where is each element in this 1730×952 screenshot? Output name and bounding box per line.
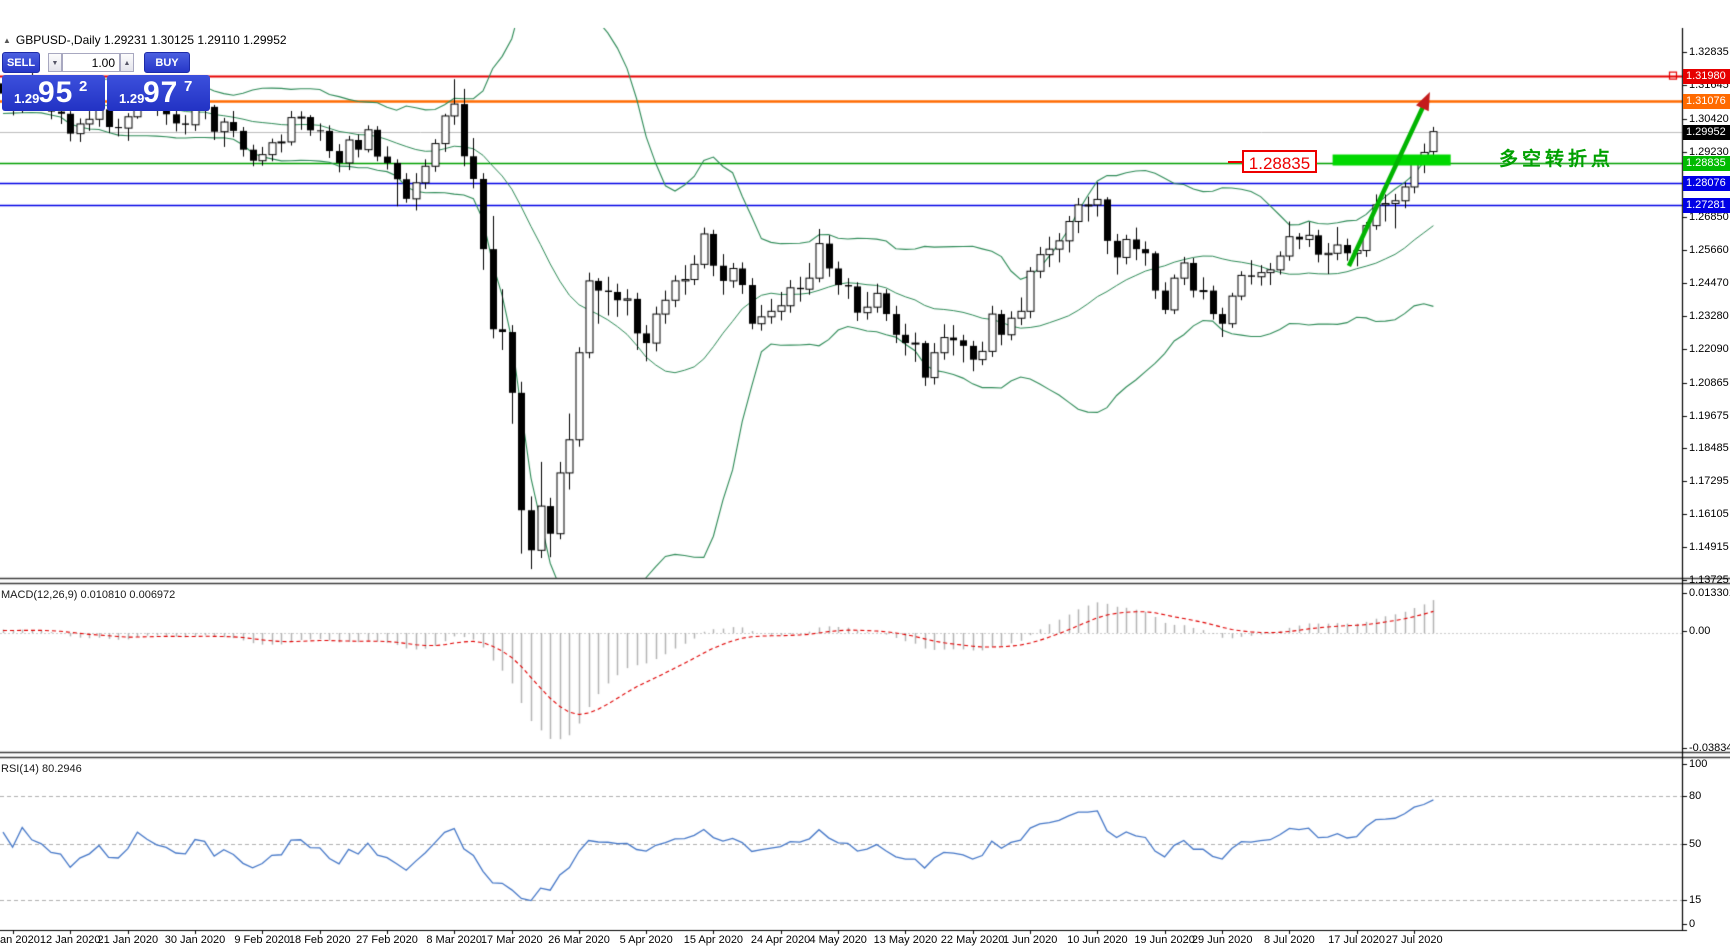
macd-axis-tick: -0.038343	[1689, 742, 1730, 755]
buy-price-big: 97	[143, 76, 179, 109]
price-axis-tick: 1.16105	[1689, 508, 1729, 521]
date-axis-label: 17 Mar 2020	[480, 934, 543, 946]
price-axis-tick: 1.22090	[1689, 342, 1729, 355]
support-price-label[interactable]: 1.28835	[1242, 150, 1317, 173]
date-axis-label: 9 Feb 2020	[234, 934, 291, 946]
date-axis-label: 10 Jun 2020	[1067, 934, 1128, 946]
date-axis-label: 26 Mar 2020	[548, 934, 610, 946]
date-axis-label: 15 Apr 2020	[683, 934, 744, 946]
date-axis-label: 21 Jan 2020	[97, 934, 159, 946]
volume-input[interactable]: 1.00	[62, 53, 120, 72]
price-axis-tick: 1.32835	[1689, 46, 1729, 58]
price-axis-tick: 1.30420	[1689, 112, 1729, 125]
buy-price-sup: 7	[184, 78, 193, 95]
price-axis-tick: 1.13725	[1689, 574, 1729, 586]
price-axis-badge: 1.29952	[1683, 124, 1730, 140]
price-axis-badge: 1.31980	[1683, 68, 1730, 84]
macd-axis-tick: 0.00	[1689, 625, 1711, 637]
date-axis-label: 22 May 2020	[940, 934, 1005, 946]
sell-button[interactable]: SELL	[2, 52, 40, 73]
rsi-indicator-label: RSI(14) 80.2946	[1, 763, 82, 775]
date-axis-label: 19 Jun 2020	[1134, 934, 1195, 946]
price-axis-badge: 1.28076	[1683, 176, 1730, 192]
price-axis-tick: 1.25660	[1689, 244, 1729, 257]
rsi-axis-tick: 15	[1689, 894, 1702, 906]
price-axis-tick: 1.14915	[1689, 541, 1729, 554]
date-axis-label: 27 Feb 2020	[356, 934, 418, 946]
date-axis-label: 3 Jan 2020	[0, 934, 40, 946]
price-axis-badge: 1.28835	[1683, 155, 1730, 171]
chart-marker-icon: ▲	[3, 35, 11, 45]
macd-indicator-label: MACD(12,26,9) 0.010810 0.006972	[1, 589, 176, 601]
symbol-ohlc-text: GBPUSD-,Daily 1.29231 1.30125 1.29110 1.…	[15, 33, 287, 47]
bullish-turning-point-annotation[interactable]: 多空转折点	[1499, 149, 1615, 170]
buy-price-button[interactable]: 1.29 97 7	[107, 75, 210, 111]
date-axis-label: 5 Apr 2020	[619, 934, 673, 946]
price-axis-badge: 1.31076	[1683, 93, 1730, 109]
date-axis-label: 18 Feb 2020	[288, 934, 351, 946]
price-axis-tick: 1.26850	[1689, 211, 1729, 224]
rsi-axis-tick: 100	[1689, 758, 1708, 770]
price-axis-tick: 1.24470	[1689, 277, 1729, 290]
price-axis-tick: 1.29230	[1689, 145, 1729, 158]
date-axis-label: 29 Jun 2020	[1191, 934, 1253, 946]
date-axis-label: 27 Jul 2020	[1385, 934, 1443, 946]
date-axis-label: 8 Mar 2020	[426, 934, 483, 946]
date-axis-label: 4 May 2020	[809, 934, 867, 946]
volume-increase-button[interactable]: ▲	[120, 53, 134, 72]
price-axis-tick: 1.18485	[1689, 442, 1729, 455]
rsi-axis-tick: 0	[1689, 918, 1696, 930]
date-axis-label: 13 May 2020	[873, 934, 938, 946]
support-label-tail	[1228, 161, 1242, 163]
rsi-axis-tick: 50	[1689, 838, 1702, 850]
price-axis-tick: 1.19675	[1689, 409, 1729, 422]
macd-axis-tick: 0.013301	[1689, 587, 1730, 600]
sell-price-sup: 2	[79, 78, 88, 95]
volume-decrease-button[interactable]: ▼	[48, 53, 62, 72]
price-axis-tick: 1.23280	[1689, 310, 1729, 322]
date-axis-label: 12 Jan 2020	[39, 934, 101, 946]
buy-button[interactable]: BUY	[144, 52, 190, 73]
one-click-trading-panel: SELL ▼ 1.00 ▲ BUY 1.29 95 2 1.29 97 7	[2, 52, 214, 111]
price-axis-badge: 1.27281	[1683, 198, 1730, 214]
buy-price-small: 1.29	[119, 91, 145, 106]
sell-price-button[interactable]: 1.29 95 2	[2, 75, 105, 111]
price-axis-tick: 1.20865	[1689, 376, 1729, 389]
date-axis-label: 1 Jun 2020	[1002, 934, 1058, 946]
sell-price-big: 95	[38, 76, 74, 109]
price-axis-tick: 1.17295	[1689, 475, 1729, 488]
sell-price-small: 1.29	[14, 91, 40, 106]
date-axis-label: 30 Jan 2020	[164, 934, 226, 946]
chart-symbol-line: ▲ GBPUSD-,Daily 1.29231 1.30125 1.29110 …	[3, 33, 287, 47]
rsi-axis-tick: 80	[1689, 790, 1702, 802]
date-axis-label: 8 Jul 2020	[1264, 934, 1315, 946]
date-axis-label: 24 Apr 2020	[750, 934, 811, 946]
date-axis-label: 17 Jul 2020	[1328, 934, 1386, 946]
